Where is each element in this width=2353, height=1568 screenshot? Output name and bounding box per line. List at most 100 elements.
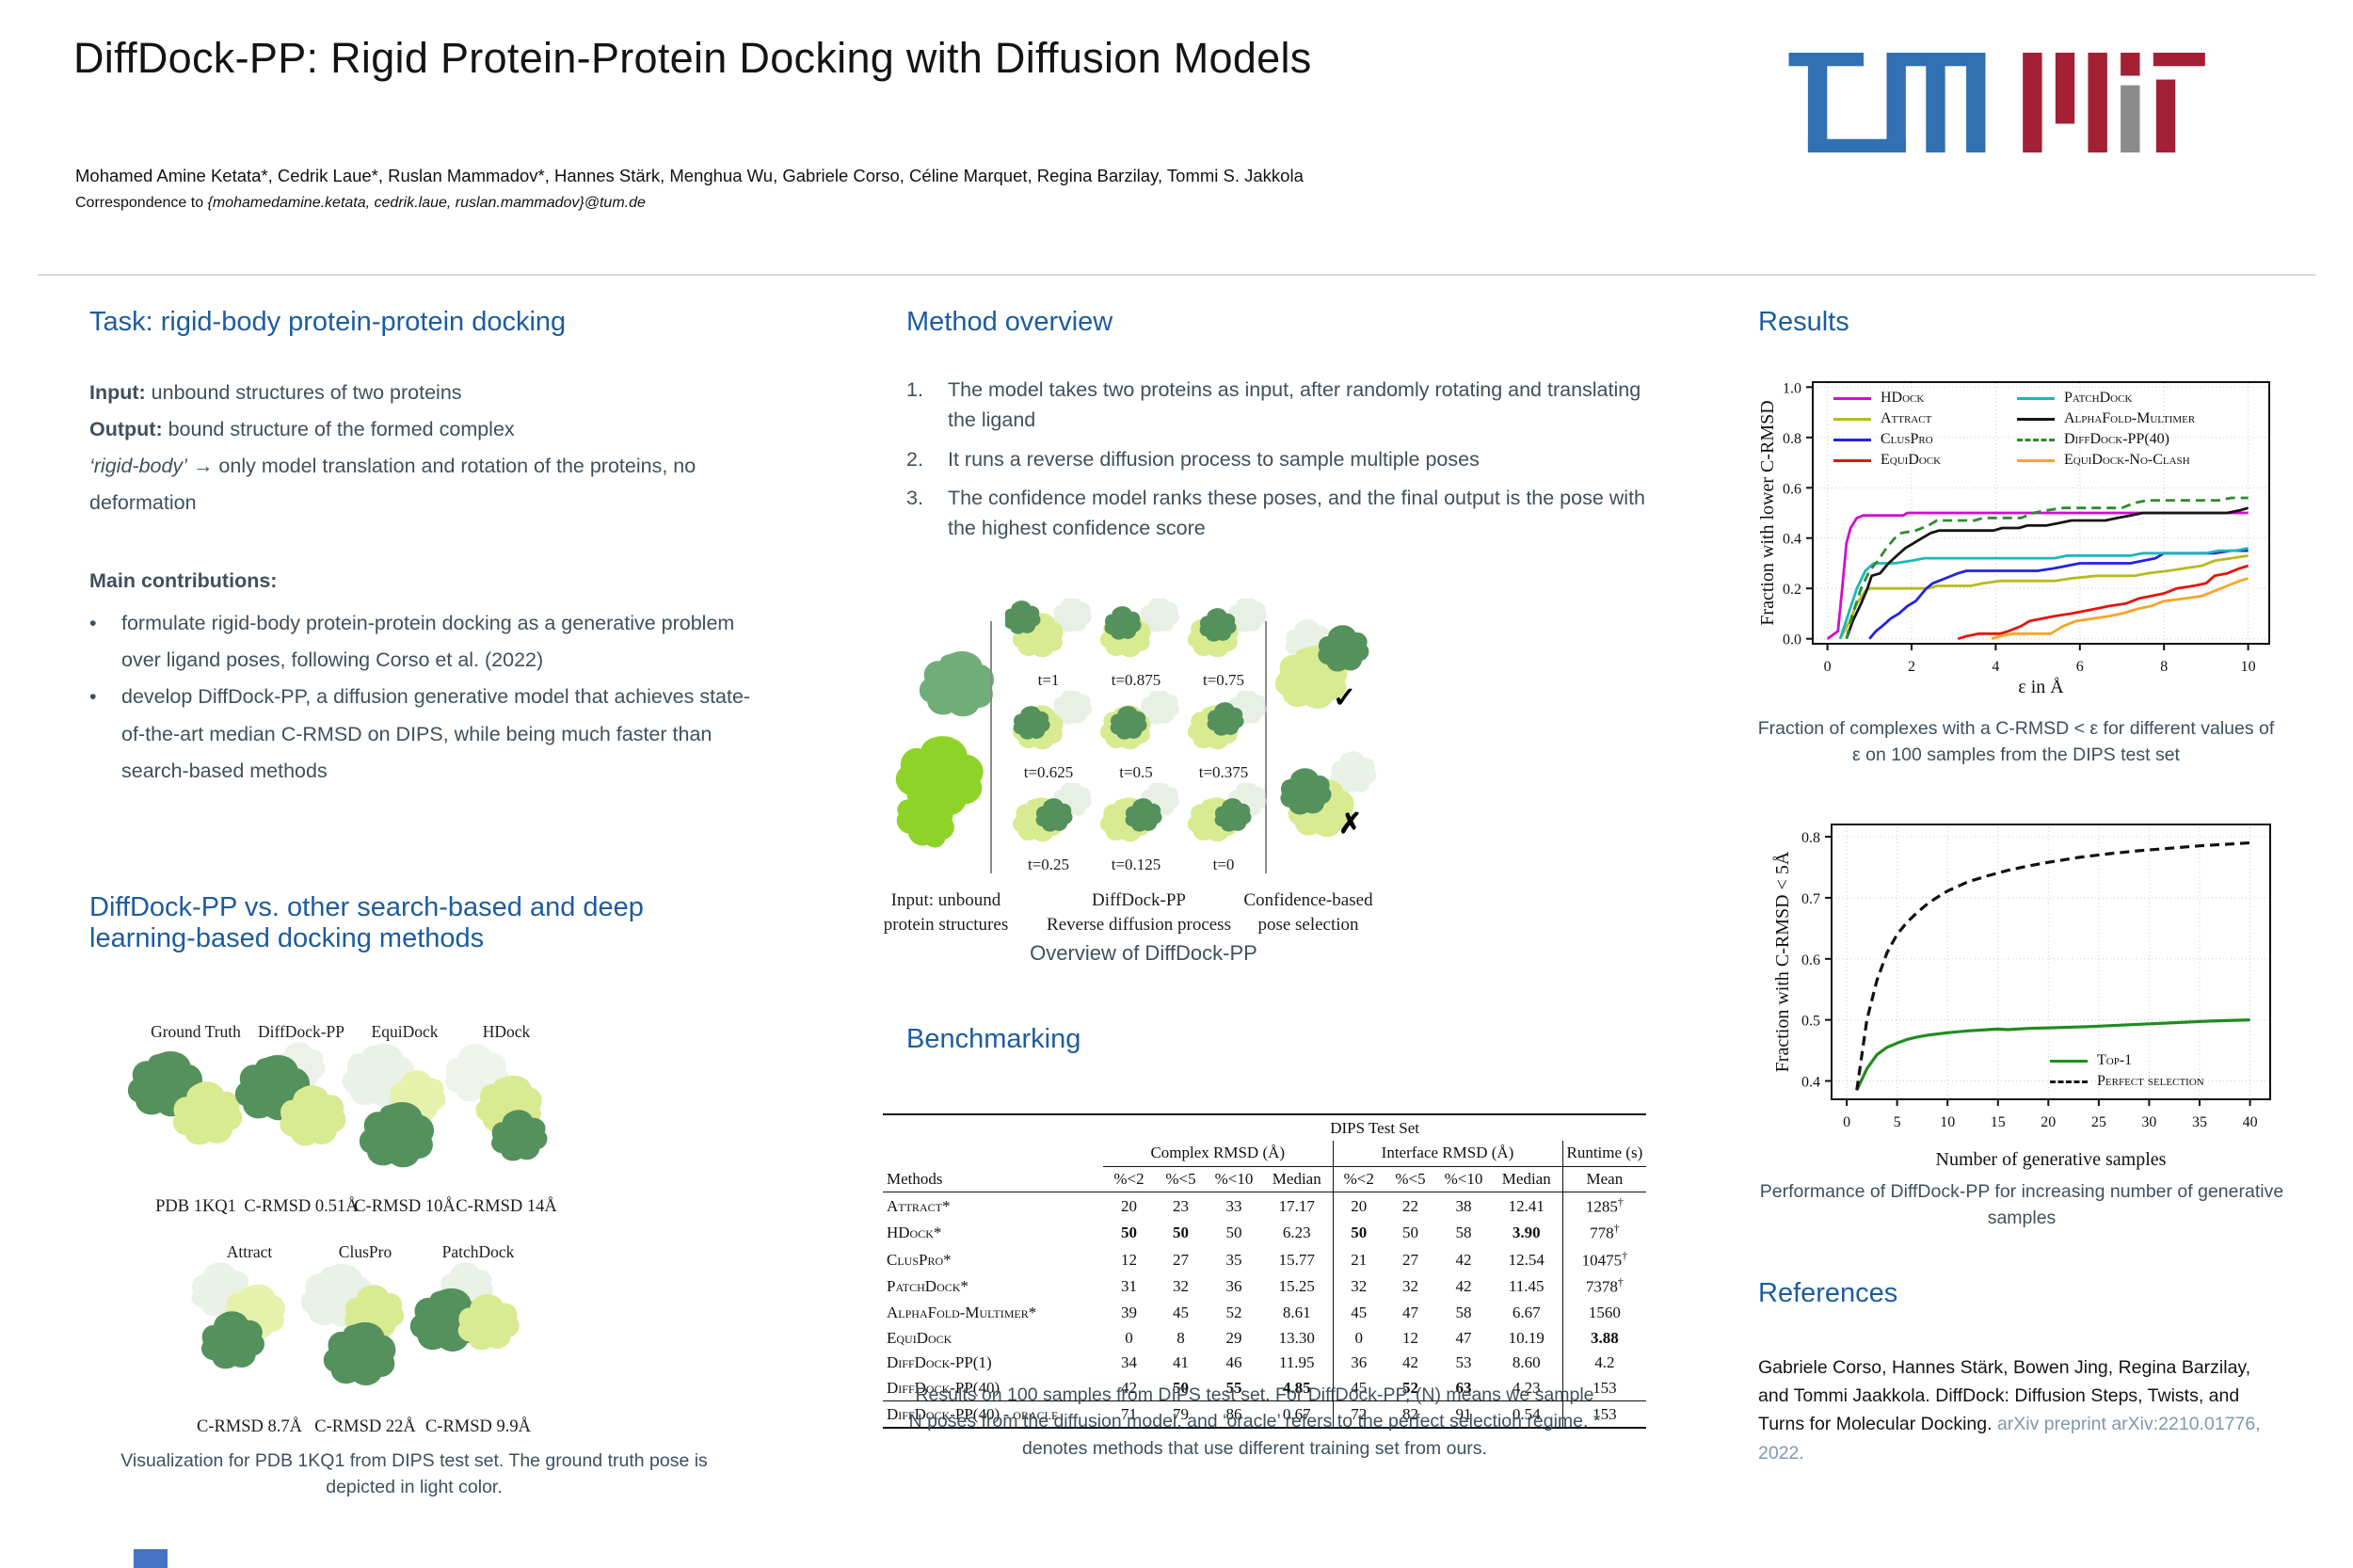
protein-complex — [1012, 781, 1092, 842]
task-rigid-line: ‘rigid-body’ → only model translation an… — [89, 455, 696, 515]
correspondence-emails: {mohamedamine.ketata, cedrik.laue, rusla… — [207, 195, 646, 211]
comparison-item: Ground Truth PDB 1KQ1 — [125, 1022, 266, 1217]
comparison-item: PatchDock C-RMSD 9.9Å — [408, 1242, 549, 1437]
figure-panel-caption: DiffDock-PP Reverse diffusion process — [1047, 890, 1231, 935]
protein-complex — [342, 1043, 446, 1168]
figure-panel-caption: Confidence-based pose selection — [1243, 890, 1373, 935]
legend-label: HDock — [1881, 390, 1925, 406]
diffusion-step-cell: t=0.75 — [1180, 597, 1267, 689]
svg-text:0.5: 0.5 — [1801, 1014, 1820, 1030]
table-row: PatchDock* 31 32 36 15.25 32 32 42 11.45 7378† — [883, 1272, 1647, 1301]
svg-text:15: 15 — [1991, 1114, 2006, 1130]
diffusion-step-label: t=0.875 — [1111, 671, 1161, 689]
pose-bad-illustration — [1276, 751, 1382, 868]
legend-entry: EquiDock-No-Clash — [2017, 452, 2195, 469]
legend-line-swatch — [2050, 1080, 2088, 1083]
bullet-icon: • — [89, 612, 97, 635]
diffusion-step-cell: t=0.375 — [1180, 689, 1267, 781]
contributions-block: Main contributions: • formulate rigid-bo… — [89, 563, 762, 790]
legend-line-swatch — [2017, 417, 2055, 421]
comparison-method-label: DiffDock-PP — [257, 1022, 345, 1041]
panel-divider — [1265, 621, 1267, 873]
comparison-rmsd-caption: C-RMSD 0.51Å — [244, 1197, 359, 1216]
diffusion-step-label: t=1 — [1037, 671, 1060, 689]
legend-label: Attract — [1881, 410, 1932, 426]
svg-text:6: 6 — [2076, 659, 2084, 675]
chart-legend: Top-1 Perfect selection — [2050, 1052, 2204, 1090]
legend-line-swatch — [1833, 438, 1871, 441]
svg-text:0.2: 0.2 — [1783, 582, 1801, 598]
comparison-method-label: EquiDock — [371, 1022, 439, 1041]
method-step: 1. The model takes two proteins as input,… — [906, 378, 1641, 432]
legend-entry: HDock — [1833, 390, 2017, 407]
legend-line-swatch — [1833, 396, 1871, 400]
svg-text:10: 10 — [1940, 1114, 1955, 1130]
comparison-method-label: HDock — [482, 1022, 531, 1041]
comparison-figure: Ground Truth PDB 1KQ1 DiffDock-PP C-RMSD 0.… — [89, 1018, 786, 1442]
diffusion-step-label: t=0 — [1212, 856, 1235, 873]
reference-link[interactable]: arXiv preprint arXiv:2210.01776, 2022. — [1758, 1414, 2261, 1464]
reference-entry: Gabriele Corso, Hannes Stärk, Bowen Jing… — [1758, 1353, 2285, 1467]
bullet-icon: • — [89, 685, 97, 709]
legend-line-swatch — [2017, 396, 2055, 400]
method-step: 3. The confidence model ranks these poses… — [906, 486, 1646, 539]
comparison-rmsd-caption: PDB 1KQ1 — [155, 1197, 236, 1216]
contribution-bullet: • develop DiffDock-PP, a diffusion gener… — [89, 679, 762, 789]
comparison-rmsd-caption: C-RMSD 10Å — [354, 1197, 456, 1216]
section-heading-results: Results — [1758, 307, 1849, 337]
task-description: Input: unbound structures of two protein… — [89, 375, 762, 522]
svg-text:0.7: 0.7 — [1801, 891, 1820, 907]
mit-logo-icon — [2023, 53, 2205, 152]
diffusion-step-cell: t=0.25 — [1005, 781, 1092, 873]
legend-entry: Attract — [1833, 410, 2017, 427]
svg-text:0.6: 0.6 — [1783, 481, 1801, 497]
chart-legend: HDock PatchDock Attract AlphaFold-Multimer C… — [1833, 390, 2195, 469]
diffusion-step-cell: t=0.5 — [1093, 689, 1179, 781]
tum-logo — [1788, 53, 1986, 157]
comparison-item: Attract C-RMSD 8.7Å — [179, 1242, 320, 1437]
svg-text:0.4: 0.4 — [1783, 532, 1801, 548]
svg-text:30: 30 — [2141, 1114, 2156, 1130]
section-heading-references: References — [1758, 1278, 1898, 1308]
legend-label: EquiDock — [1881, 452, 1942, 468]
method-steps-list: 1. The model takes two proteins as input,… — [906, 375, 1650, 552]
contribution-bullet: • formulate rigid-body protein-protein d… — [89, 605, 762, 679]
check-icon: ✓ — [1333, 682, 1357, 713]
poster-title: DiffDock-PP: Rigid Protein-Protein Docki… — [73, 34, 1312, 82]
diffusion-step-cell: t=0 — [1180, 781, 1267, 873]
legend-entry: Perfect selection — [2050, 1073, 2204, 1090]
svg-text:0.8: 0.8 — [1783, 431, 1801, 447]
svg-text:Fraction with lower C-RMSD: Fraction with lower C-RMSD — [1757, 400, 1778, 625]
comparison-rmsd-caption: C-RMSD 14Å — [456, 1197, 557, 1216]
legend-line-swatch — [2017, 438, 2055, 441]
protein-complex — [127, 1050, 243, 1145]
legend-entry: AlphaFold-Multimer — [2017, 410, 2195, 427]
section-heading-task: Task: rigid-body protein-protein docking — [89, 307, 567, 337]
protein-complex — [234, 1042, 346, 1146]
comparison-method-label: Ground Truth — [151, 1022, 241, 1041]
tum-logo-icon — [1788, 53, 1986, 152]
protein-complex — [1012, 689, 1092, 750]
svg-text:2: 2 — [1908, 659, 1915, 675]
protein-complex — [1099, 689, 1179, 750]
comparison-method-label: Attract — [226, 1242, 273, 1261]
diffusion-step-label: t=0.5 — [1119, 763, 1153, 781]
protein-complex — [1099, 597, 1179, 658]
legend-line-swatch — [1833, 458, 1871, 462]
poster-authors: Mohamed Amine Ketata*, Cedrik Laue*, Rus… — [75, 166, 1304, 185]
legend-label: PatchDock — [2064, 390, 2133, 406]
section-heading-method: Method overview — [906, 307, 1113, 337]
results-chart-samples: 0 5 10 15 20 25 30 35 40 0.4 0.5 0.6 0.7 0.8 Number of… — [1768, 815, 2283, 1175]
section-heading-comparison: DiffDock-PP vs. other search-based and d… — [89, 892, 644, 953]
svg-text:40: 40 — [2243, 1114, 2258, 1130]
svg-text:Fraction with C-RMSD < 5Å: Fraction with C-RMSD < 5Å — [1772, 851, 1793, 1072]
method-overview-figure: t=1 t=0.875 t=0.75 t=0.625 t=0.5 t=0.375 t=0.2… — [884, 595, 1657, 943]
svg-text:ε in Å: ε in Å — [2018, 677, 2064, 697]
svg-text:0.0: 0.0 — [1783, 632, 1801, 648]
poster-correspondence: Correspondence to {mohamedamine.ketata, … — [75, 195, 646, 212]
correspondence-prefix: Correspondence to — [75, 195, 208, 211]
chart-canvas: 0 2 4 6 8 10 0.0 0.2 0.4 0.6 0.8 1.0 ε in Å Fraction … — [1757, 380, 2270, 697]
comparison-item: HDock C-RMSD 14Å — [436, 1022, 577, 1217]
protein-complex — [300, 1263, 405, 1385]
